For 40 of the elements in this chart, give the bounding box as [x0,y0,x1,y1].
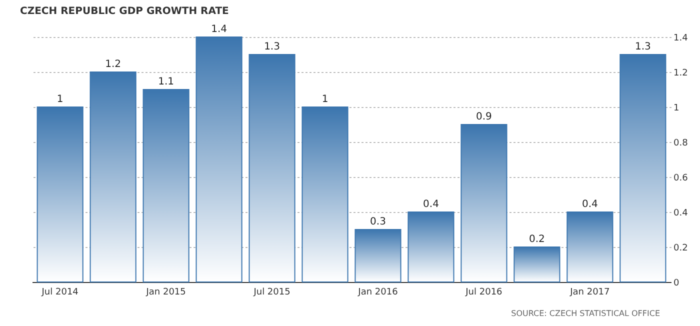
bar [196,36,242,282]
bar [460,124,508,282]
bar [514,246,560,282]
y-tick-label: 1.2 [674,68,688,78]
x-tick-label: Jul 2016 [464,288,503,298]
data-label: 1.3 [634,42,651,52]
data-label: 0.2 [528,234,545,245]
bar [566,212,614,282]
x-tick-label: Jan 2015 [145,288,186,298]
y-tick-label: 0 [674,278,680,288]
data-label: 1.3 [264,42,280,52]
bar [142,89,190,282]
x-tick-label: Jan 2016 [357,288,398,298]
bar [620,54,666,282]
bar [36,106,84,282]
bar [302,106,348,282]
x-tick-label: Jul 2014 [40,288,79,298]
data-label: 0.3 [370,216,386,228]
bar [90,72,136,282]
data-label: 1 [56,94,64,105]
y-tick-label: 0.8 [674,138,688,148]
data-label: 1.2 [105,59,122,70]
data-label: 1 [322,94,328,105]
data-label: 1.4 [211,24,227,35]
bar [248,54,296,282]
y-tick-label: 0.6 [674,174,688,184]
chart-title: CZECH REPUBLIC GDP GROWTH RATE [20,6,230,17]
source-note: SOURCE: CZECH STATISTICAL OFFICE [511,309,660,318]
data-label: 0.9 [476,112,492,122]
data-label: 1.1 [158,76,174,88]
data-label: 0.4 [582,199,598,210]
bar [354,229,402,282]
x-tick-label: Jul 2015 [252,288,290,298]
y-tick-label: 1.4 [674,34,688,44]
x-tick-label: Jan 2017 [569,288,610,298]
y-tick-label: 1 [674,104,680,114]
data-label: 0.4 [423,199,439,210]
y-tick-label: 0.2 [674,244,688,254]
bar [408,212,454,282]
y-tick-label: 0.4 [674,208,688,218]
